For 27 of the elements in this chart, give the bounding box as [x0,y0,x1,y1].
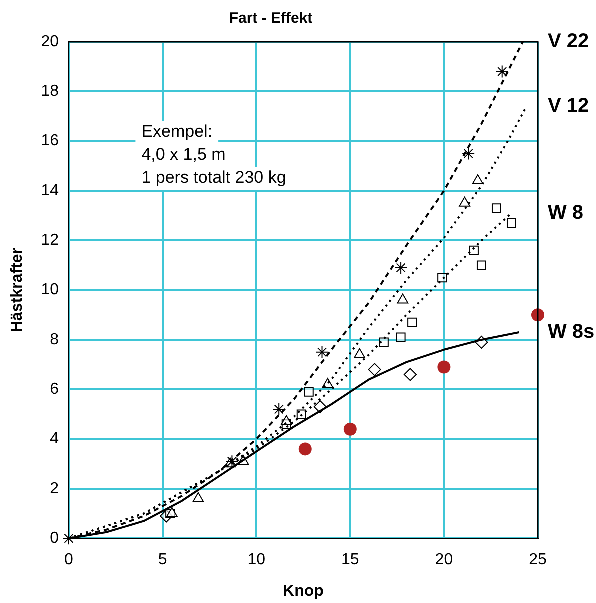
series-label: V 12 [548,95,590,118]
y-tick-label: 12 [41,232,60,250]
x-tick-label: 20 [435,552,454,569]
annotation: 1 pers totalt 230 kg [142,168,286,188]
y-tick-label: 8 [50,331,60,348]
x-tick-label: 15 [342,552,360,569]
x-axis-title: Knop [283,582,324,600]
annotation: 4,0 x 1,5 m [142,145,226,164]
annotation: Exempel: [142,122,213,142]
y-tick-label: 20 [41,33,60,50]
y-tick-label: 18 [41,83,60,100]
chart-title: Fart - Effekt [229,10,313,28]
y-tick-label: 14 [41,182,60,200]
series-label: W 8s [548,321,595,344]
y-tick-label: 2 [50,480,60,498]
y-axis-title: Hästkrafter [9,248,26,333]
y-tick-label: 6 [50,381,60,398]
y-tick-label: 10 [41,282,60,299]
x-tick-label: 5 [158,552,168,569]
series-label: W 8 [548,202,584,224]
x-tick-label: 0 [64,552,74,569]
y-tick-label: 4 [50,430,60,448]
y-tick-label: 16 [41,132,60,150]
x-tick-label: 10 [248,552,266,569]
x-tick-label: 25 [529,552,547,569]
series-label: V 22 [548,30,590,53]
y-tick-label: 0 [50,530,60,548]
